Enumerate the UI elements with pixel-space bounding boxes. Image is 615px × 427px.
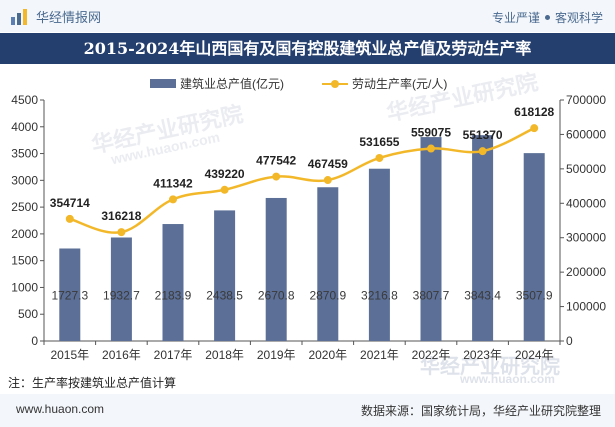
bar bbox=[214, 210, 236, 341]
line-value-label: 467459 bbox=[308, 157, 348, 171]
tagline: 专业严谨 客观科学 bbox=[492, 9, 603, 26]
line-point bbox=[220, 185, 229, 194]
y-right-tick-label: 400000 bbox=[566, 196, 606, 210]
bar bbox=[420, 137, 442, 341]
y-left-tick-label: 0 bbox=[31, 334, 38, 348]
brand[interactable]: 华经情报网 bbox=[10, 7, 101, 26]
bar bbox=[523, 153, 545, 341]
y-left-tick-label: 500 bbox=[18, 307, 38, 321]
brand-logo-icon bbox=[11, 8, 27, 25]
y-right-tick-label: 200000 bbox=[566, 265, 606, 279]
bar-value-label: 3843.4 bbox=[464, 289, 501, 303]
footer-url-link[interactable]: www.huaon.com bbox=[16, 402, 105, 416]
bar-value-label: 1932.7 bbox=[103, 289, 140, 303]
x-tick-label: 2023年 bbox=[463, 348, 502, 362]
bar bbox=[368, 168, 390, 341]
bar bbox=[162, 224, 184, 341]
brand-name: 华经情报网 bbox=[36, 10, 102, 25]
x-tick-label: 2018年 bbox=[205, 348, 244, 362]
line-point bbox=[169, 195, 177, 204]
y-left-tick-label: 2500 bbox=[11, 200, 38, 214]
line-point bbox=[427, 144, 435, 153]
y-right-tick-label: 700000 bbox=[566, 93, 606, 107]
bar-value-label: 2670.8 bbox=[258, 289, 295, 303]
line-value-label: 551370 bbox=[463, 128, 503, 142]
legend-item-bar[interactable]: 建筑业总产值(亿元) bbox=[150, 75, 284, 92]
line-value-label: 439220 bbox=[205, 167, 245, 181]
line-point bbox=[375, 153, 384, 162]
y-right-tick-label: 500000 bbox=[566, 162, 606, 176]
y-left-tick-label: 1000 bbox=[11, 280, 38, 294]
line-point bbox=[117, 228, 126, 237]
y-left-tick-label: 2000 bbox=[11, 227, 38, 241]
line-value-label: 559075 bbox=[411, 126, 451, 140]
bar-value-label: 3507.9 bbox=[516, 289, 553, 303]
y-right-tick-label: 300000 bbox=[566, 231, 606, 245]
line-point bbox=[478, 147, 487, 156]
legend-bar-label: 建筑业总产值(亿元) bbox=[180, 77, 284, 91]
footer-source: 数据来源：国家统计局，华经产业研究院整理 bbox=[360, 404, 601, 418]
bar bbox=[265, 197, 287, 341]
x-tick-label: 2016年 bbox=[102, 348, 141, 362]
y-left-tick-label: 1500 bbox=[11, 254, 38, 268]
bar bbox=[472, 135, 494, 341]
y-right-tick-label: 0 bbox=[566, 334, 573, 348]
top-bar: 华经情报网 专业严谨 客观科学 bbox=[0, 0, 615, 32]
legend-line-swatch-icon bbox=[322, 79, 348, 88]
y-right-tick-label: 100000 bbox=[566, 300, 606, 314]
bar-value-label: 1727.3 bbox=[51, 289, 88, 303]
x-tick-label: 2022年 bbox=[412, 348, 451, 362]
separator-dot-icon bbox=[544, 15, 550, 20]
footnote: 注：生产率按建筑业总产值计算 bbox=[8, 376, 177, 390]
line-value-label: 531655 bbox=[359, 135, 399, 149]
tagline-left: 专业严谨 bbox=[491, 11, 540, 25]
line-point bbox=[530, 124, 539, 133]
line-value-label: 618128 bbox=[514, 105, 554, 119]
y-left-tick-label: 4000 bbox=[11, 120, 38, 134]
bar-value-label: 2438.5 bbox=[206, 289, 243, 303]
y-right-tick-label: 600000 bbox=[566, 127, 606, 141]
y-left-tick-label: 4500 bbox=[11, 93, 38, 107]
footer: www.huaon.com 数据来源：国家统计局，华经产业研究院整理 bbox=[0, 394, 615, 427]
bar-value-label: 2870.9 bbox=[309, 289, 346, 303]
line-series-productivity bbox=[69, 127, 535, 234]
line-value-label: 411342 bbox=[153, 176, 193, 190]
legend-item-line[interactable]: 劳动生产率(元/人) bbox=[322, 75, 447, 92]
x-tick-label: 2024年 bbox=[515, 348, 554, 362]
x-tick-label: 2020年 bbox=[308, 348, 347, 362]
line-point bbox=[65, 214, 74, 223]
bar-value-label: 3216.8 bbox=[361, 289, 398, 303]
y-left-tick-label: 3500 bbox=[11, 147, 38, 161]
title-bar: 2015-2024年山西国有及国有控股建筑业总产值及劳动生产率 bbox=[0, 33, 615, 64]
y-left-tick-label: 3000 bbox=[11, 173, 38, 187]
line-value-label: 354714 bbox=[50, 196, 90, 210]
line-point bbox=[323, 176, 332, 185]
x-tick-label: 2017年 bbox=[154, 348, 193, 362]
x-tick-label: 2015年 bbox=[50, 348, 89, 362]
legend-bar-swatch-icon bbox=[150, 79, 176, 88]
line-point bbox=[272, 172, 281, 181]
bar bbox=[317, 187, 339, 341]
tagline-right: 客观科学 bbox=[554, 11, 603, 25]
x-tick-label: 2019年 bbox=[257, 348, 296, 362]
bar bbox=[110, 237, 132, 341]
bar bbox=[59, 248, 81, 341]
bar-value-label: 3807.7 bbox=[413, 289, 450, 303]
line-value-label: 316218 bbox=[101, 209, 141, 223]
x-tick-label: 2021年 bbox=[360, 348, 399, 362]
bar-value-label: 2183.9 bbox=[155, 289, 192, 303]
legend-line-label: 劳动生产率(元/人) bbox=[352, 77, 448, 91]
chart-legend: 建筑业总产值(亿元) 劳动生产率(元/人) bbox=[0, 73, 615, 93]
line-value-label: 477542 bbox=[256, 154, 296, 168]
chart-title: 2015-2024年山西国有及国有控股建筑业总产值及劳动生产率 bbox=[83, 39, 532, 58]
